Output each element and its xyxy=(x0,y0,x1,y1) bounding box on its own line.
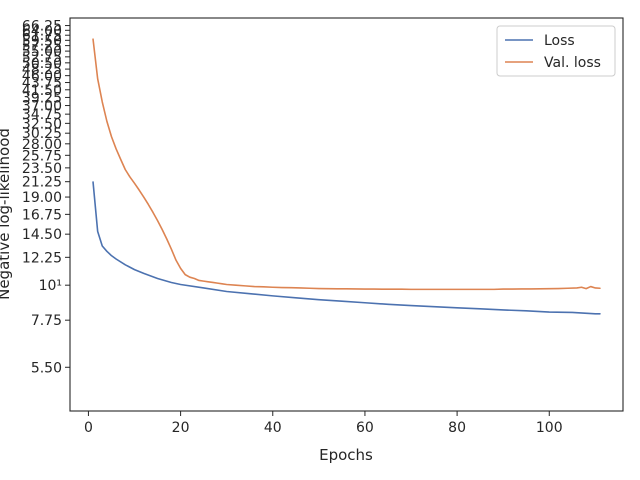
y-tick-label: 41.50 xyxy=(22,83,62,99)
y-tick-label: 23.50 xyxy=(22,161,62,177)
x-tick-label: 0 xyxy=(84,420,93,436)
y-tick-label: 5.50 xyxy=(31,360,62,376)
y-tick-label: 55.00 xyxy=(22,44,62,60)
y-tick-label: 30.25 xyxy=(22,126,62,142)
series-layer xyxy=(92,38,601,315)
y-axis-label: Negative log-likelihood xyxy=(0,128,13,300)
y-tick-label: 7.75 xyxy=(31,313,62,329)
y-tick-label: 64.00 xyxy=(22,23,62,39)
y-tick-label: 48.25 xyxy=(22,62,62,78)
y-tick-label: 46.00 xyxy=(22,69,62,85)
x-axis-label: Epochs xyxy=(319,446,373,464)
series-line-1 xyxy=(92,38,601,291)
y-tick-label: 43.75 xyxy=(22,76,62,92)
plot-area xyxy=(70,18,623,411)
y-tick-label: 66.25 xyxy=(22,19,62,35)
x-tick-label: 20 xyxy=(172,420,190,436)
x-tick-label: 80 xyxy=(448,420,466,436)
x-tick-label: 40 xyxy=(264,420,282,436)
y-tick-label: 50.50 xyxy=(22,56,62,72)
series-line-0 xyxy=(92,181,601,315)
legend-box xyxy=(496,25,616,77)
x-axis-ticks: 0 20 40 60 80 100 xyxy=(84,411,563,436)
legend-label: Val. loss xyxy=(544,55,601,71)
y-tick-label: 10¹ xyxy=(39,278,62,294)
y-tick-label: 61.75 xyxy=(22,28,62,44)
y-tick-label: 34.75 xyxy=(22,107,62,123)
y-tick-label: 37.00 xyxy=(22,99,62,115)
y-tick-label: 57.25 xyxy=(22,39,62,55)
x-tick-label: 100 xyxy=(536,420,563,436)
y-axis-ticks: 5.50 7.75 10¹ 12.25 14.50 16.7519.0021.2523.5… xyxy=(22,19,70,376)
x-tick-label: 60 xyxy=(356,420,374,436)
y-tick-label: 25.75 xyxy=(22,148,62,164)
y-tick-label: 52.75 xyxy=(22,50,62,66)
plot-frame xyxy=(69,17,624,412)
y-tick-label: 32.50 xyxy=(22,116,62,132)
y-tick-label: 28.00 xyxy=(22,137,62,153)
y-tick-label: 19.00 xyxy=(22,190,62,206)
y-tick-label: 14.50 xyxy=(22,227,62,243)
y-tick-label: 39.25 xyxy=(22,90,62,106)
legend-label: Loss xyxy=(544,33,575,49)
legend: Loss Val. loss xyxy=(496,25,616,77)
y-tick-label: 21.25 xyxy=(22,175,62,191)
y-tick-label: 16.75 xyxy=(22,207,62,223)
y-tick-label: 59.50 xyxy=(22,33,62,49)
y-tick-label: 12.25 xyxy=(22,250,62,266)
